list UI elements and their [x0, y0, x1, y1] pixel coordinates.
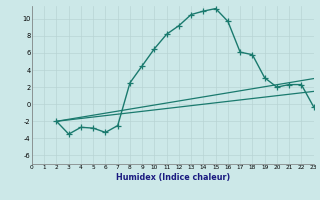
X-axis label: Humidex (Indice chaleur): Humidex (Indice chaleur) — [116, 173, 230, 182]
